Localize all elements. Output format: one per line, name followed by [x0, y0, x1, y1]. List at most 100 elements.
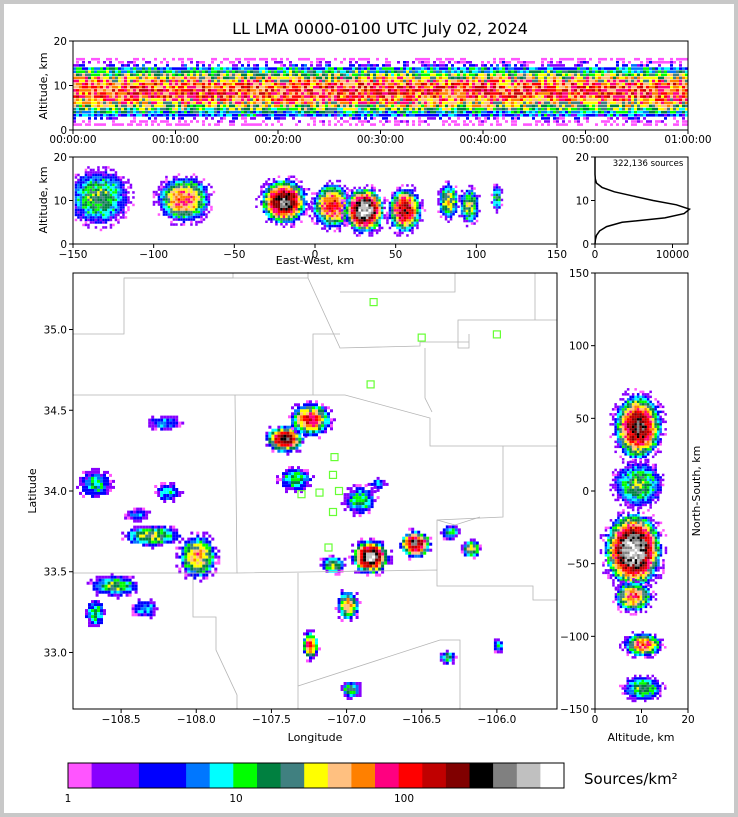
time-altitude-cell	[613, 67, 616, 70]
time-altitude-cell	[349, 92, 352, 95]
time-altitude-cell	[520, 95, 523, 98]
time-altitude-cell	[238, 101, 241, 105]
time-altitude-cell	[199, 79, 202, 83]
time-altitude-cell	[136, 79, 139, 83]
time-altitude-cell	[292, 79, 295, 83]
time-altitude-cell	[391, 82, 394, 86]
time-altitude-cell	[454, 123, 457, 126]
ew-density-cell	[267, 210, 271, 213]
ew-density-cell	[99, 193, 103, 197]
time-altitude-cell	[292, 95, 295, 98]
ew-density-cell	[117, 218, 120, 222]
time-altitude-cell	[352, 114, 355, 117]
time-altitude-cell	[628, 114, 631, 117]
time-altitude-cell	[472, 70, 475, 73]
time-altitude-cell	[553, 114, 556, 117]
time-altitude-cell	[316, 92, 319, 95]
time-altitude-cell	[478, 110, 481, 114]
time-altitude-cell	[634, 120, 637, 123]
ew-density-cell	[277, 208, 281, 211]
time-altitude-cell	[625, 89, 628, 92]
time-altitude-cell	[541, 110, 544, 114]
time-altitude-cell	[160, 110, 163, 114]
time-altitude-cell	[220, 85, 223, 89]
time-altitude-cell	[523, 98, 526, 101]
time-altitude-cell	[118, 107, 121, 111]
time-altitude-cell	[82, 120, 85, 123]
time-altitude-cell	[385, 82, 388, 86]
ew-density-cell	[210, 185, 213, 189]
time-altitude-cell	[652, 98, 655, 101]
time-altitude-cell	[412, 67, 415, 70]
time-altitude-cell	[262, 76, 265, 80]
ew-density-cell	[170, 210, 173, 214]
time-altitude-cell	[361, 101, 364, 105]
time-altitude-cell	[163, 79, 166, 83]
ew-density-cell	[84, 198, 88, 202]
ew-density-cell	[287, 183, 291, 186]
time-altitude-cell	[586, 110, 589, 114]
time-altitude-cell	[637, 79, 640, 83]
time-altitude-cell	[409, 104, 412, 108]
ew-density-cell	[285, 205, 288, 208]
time-altitude-cell	[91, 89, 94, 92]
time-altitude-cell	[634, 107, 637, 111]
time-altitude-cell	[94, 95, 97, 98]
time-altitude-cell	[169, 79, 172, 83]
ew-density-cell	[185, 218, 188, 221]
time-altitude-cell	[217, 89, 220, 92]
time-altitude-cell	[667, 70, 670, 73]
time-altitude-cell	[73, 123, 76, 126]
time-altitude-cell	[649, 57, 652, 61]
time-altitude-cell	[166, 92, 169, 95]
time-altitude-cell	[667, 95, 670, 98]
time-altitude-cell	[358, 85, 361, 89]
time-altitude-cell	[235, 89, 238, 92]
time-altitude-cell	[112, 76, 115, 80]
ew-density-cell	[104, 213, 108, 217]
time-altitude-cell	[214, 95, 217, 98]
time-altitude-cell	[490, 114, 493, 117]
time-altitude-cell	[391, 85, 394, 89]
time-altitude-cell	[466, 85, 469, 89]
time-altitude-cell	[559, 82, 562, 86]
time-altitude-cell	[625, 67, 628, 70]
time-altitude-cell	[544, 92, 547, 95]
time-altitude-cell	[190, 104, 193, 108]
time-altitude-cell	[211, 67, 214, 70]
time-altitude-cell	[241, 104, 244, 108]
time-altitude-cell	[553, 89, 556, 92]
time-altitude-cell	[178, 76, 181, 80]
time-altitude-cell	[133, 67, 136, 70]
time-altitude-cell	[682, 73, 685, 77]
time-altitude-cell	[439, 67, 442, 70]
time-altitude-cell	[580, 95, 583, 98]
ew-density-cell	[305, 188, 308, 191]
time-altitude-cell	[523, 76, 526, 80]
time-altitude-cell	[97, 67, 100, 70]
time-altitude-cell	[310, 82, 313, 86]
time-altitude-cell	[244, 57, 247, 61]
ew-density-cell	[117, 186, 120, 189]
time-altitude-cell	[406, 120, 409, 123]
ew-density-cell	[127, 201, 130, 204]
ew-density-cell	[280, 213, 283, 216]
time-altitude-cell	[286, 57, 289, 61]
time-altitude-cell	[190, 89, 193, 92]
time-altitude-cell	[544, 67, 547, 70]
time-altitude-cell	[589, 70, 592, 73]
time-altitude-cell	[682, 85, 685, 89]
time-altitude-cell	[214, 104, 217, 108]
time-altitude-cell	[100, 110, 103, 114]
time-altitude-cell	[685, 104, 688, 108]
ew-density-cell	[102, 186, 105, 189]
ew-density-cell	[185, 193, 188, 196]
time-altitude-cell	[535, 89, 538, 92]
time-altitude-cell	[250, 79, 253, 83]
time-altitude-cell	[211, 107, 214, 111]
time-altitude-cell	[523, 64, 526, 67]
ew-density-cell	[290, 220, 293, 223]
time-altitude-cell	[622, 110, 625, 114]
time-altitude-cell	[508, 92, 511, 95]
time-altitude-cell	[136, 98, 139, 101]
